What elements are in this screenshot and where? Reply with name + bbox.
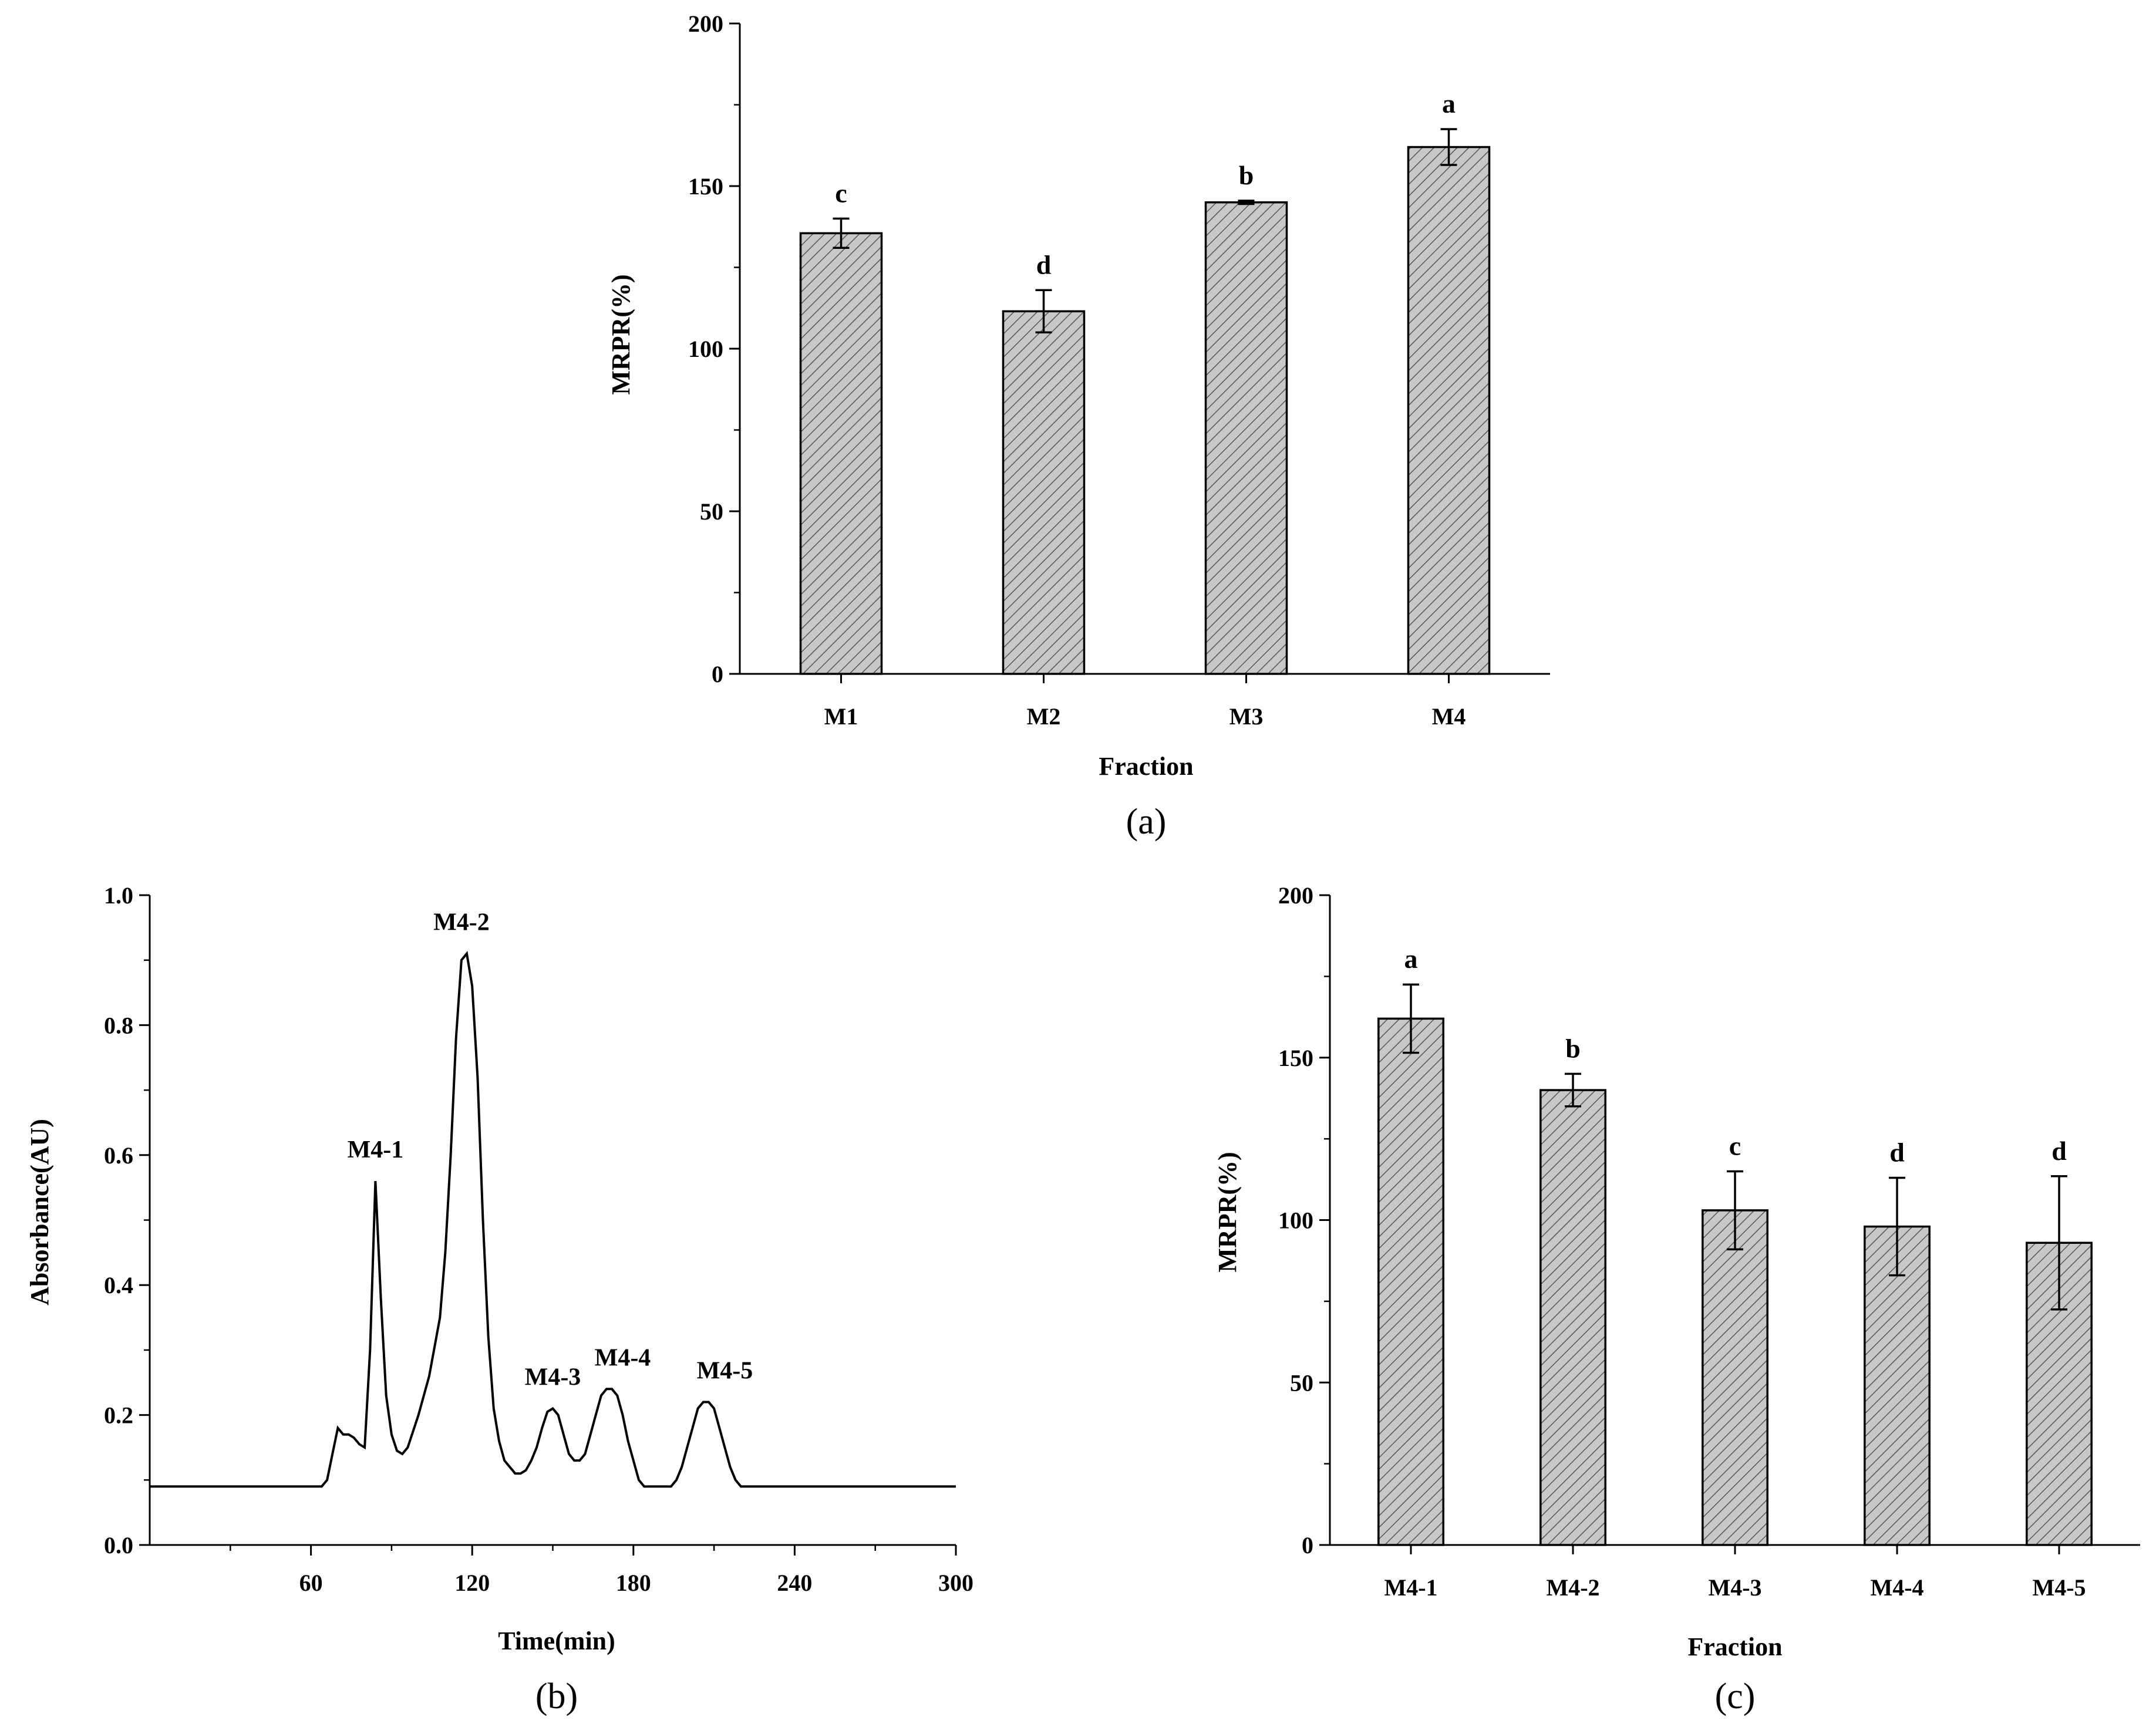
panel-a-x-tick-label: M1 (824, 703, 858, 730)
chart-panel-c: 0 50 100 150 200 a M4-1 b M4-2 c M4-3 d M4-4 d M4-5 (1278, 882, 2140, 1601)
panel-a-significance-label: c (835, 178, 847, 208)
chart-panel-b: 0.0 0.2 0.4 0.6 0.8 1.0 60 120 180 240 300 M4-1 M4-2… (104, 882, 973, 1596)
panel-b-y-tick-label: 1.0 (104, 882, 133, 909)
panel-c-bar-M4-3 (1702, 1209, 1768, 1546)
panel-c-x-axis-title: Fraction (1687, 1632, 1782, 1661)
panel-b-peak-label: M4-3 (525, 1364, 581, 1391)
panel-c-x-tick-label: M4-3 (1708, 1574, 1761, 1601)
panel-b-peak-label: M4-1 (348, 1136, 404, 1163)
panel-b-y-tick-label: 0.0 (104, 1532, 133, 1558)
panel-a-x-tick-label: M2 (1027, 703, 1061, 730)
panel-c-significance-label: d (2051, 1136, 2067, 1166)
panel-c-x-tick-label: M4-2 (1546, 1574, 1599, 1601)
panel-b-absorbance-curve (150, 950, 956, 1488)
panel-c-significance-label: b (1565, 1033, 1581, 1063)
panel-c-significance-label: d (1889, 1138, 1905, 1168)
panel-b-y-axis-title: Absorbance(AU) (25, 1119, 54, 1305)
panel-a-label: (a) (1126, 802, 1167, 842)
panel-b-y-tick-label: 0.2 (104, 1402, 133, 1429)
panel-b-x-tick-label: 180 (616, 1570, 651, 1596)
panel-a-significance-label: a (1442, 89, 1456, 119)
panel-b-peak-label: M4-5 (697, 1357, 753, 1384)
panel-a-y-tick-label: 100 (688, 336, 723, 362)
panel-b-x-axis-title: Time(min) (498, 1627, 615, 1655)
panel-c-bar-M4-1 (1377, 1017, 1444, 1546)
panel-a-bar-M1 (799, 232, 883, 675)
panel-b-x-tick-label: 120 (454, 1570, 490, 1596)
panel-a-significance-label: b (1239, 160, 1254, 190)
panel-a-y-axis-title: MRPR(%) (607, 274, 635, 394)
panel-c-label: (c) (1715, 1676, 1756, 1716)
panel-a-y-tick-label: 0 (712, 661, 723, 687)
panel-a-x-tick-label: M4 (1432, 703, 1466, 730)
panel-c-y-tick-label: 0 (1302, 1532, 1313, 1558)
panel-c-y-axis-title: MRPR(%) (1213, 1152, 1242, 1272)
panel-b-label: (b) (535, 1676, 578, 1716)
panel-a-y-tick-label: 200 (688, 11, 723, 37)
panel-c-x-tick-label: M4-1 (1384, 1574, 1437, 1601)
panel-b-y-tick-label: 0.8 (104, 1012, 133, 1038)
panel-c-x-tick-label: M4-4 (1870, 1574, 1923, 1601)
panel-b-x-tick-label: 240 (777, 1570, 812, 1596)
panel-a-bar-M2 (1002, 310, 1086, 675)
panel-a-x-tick-label: M3 (1229, 703, 1264, 730)
panel-a-x-axis-title: Fraction (1099, 752, 1193, 781)
panel-b-peak-label: M4-2 (433, 909, 490, 936)
panel-c-significance-label: a (1404, 944, 1418, 974)
panel-b-x-tick-label: 300 (938, 1570, 973, 1596)
chart-panel-a: 0 50 100 150 200 c M1 d M2 b M3 a M4 (688, 11, 1550, 730)
panel-a-significance-label: d (1036, 249, 1052, 279)
panel-a-y-tick-label: 150 (688, 173, 723, 200)
panel-c-significance-label: c (1729, 1131, 1741, 1160)
panel-c-y-tick-label: 100 (1278, 1207, 1313, 1234)
panel-b-y-tick-label: 0.4 (104, 1272, 133, 1298)
panel-c-y-tick-label: 50 (1290, 1369, 1313, 1396)
panel-a-bar-M3 (1204, 201, 1288, 675)
panel-c-y-tick-label: 200 (1278, 882, 1313, 909)
panel-c-y-tick-label: 150 (1278, 1045, 1313, 1071)
panel-a-bar-M4 (1407, 146, 1491, 675)
panel-c-x-tick-label: M4-5 (2032, 1574, 2086, 1601)
panel-b-y-tick-label: 0.6 (104, 1142, 133, 1169)
panel-a-y-tick-label: 50 (700, 498, 723, 525)
panel-b-x-tick-label: 60 (299, 1570, 323, 1596)
panel-b-peak-label: M4-4 (595, 1344, 651, 1371)
panel-c-bar-M4-2 (1539, 1089, 1606, 1546)
